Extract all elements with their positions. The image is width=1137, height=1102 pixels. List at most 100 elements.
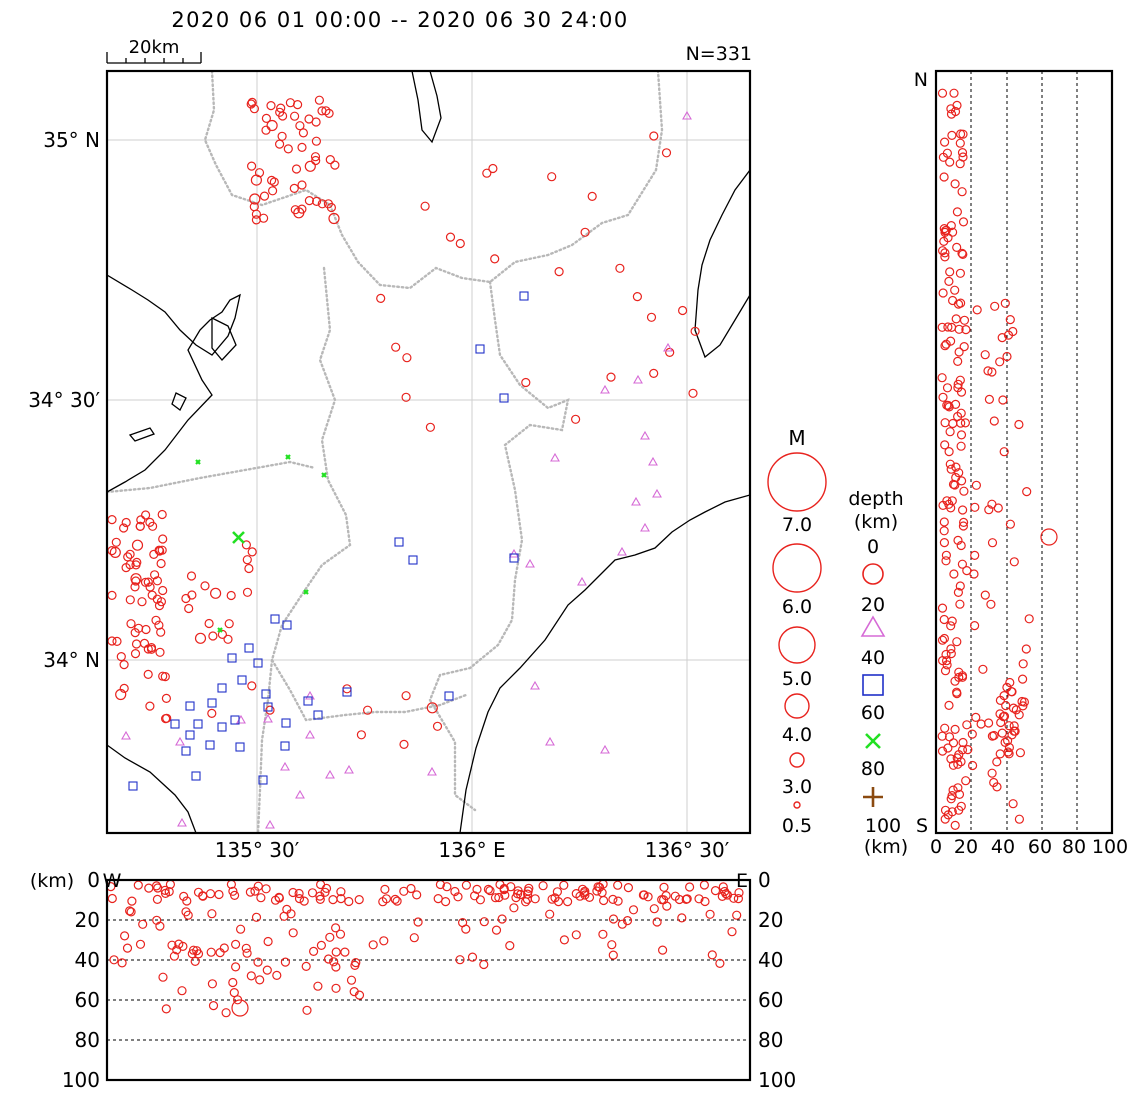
hypocenter-marker xyxy=(952,637,962,647)
hypocenter-marker xyxy=(1005,315,1015,325)
hypocenter-marker xyxy=(943,322,953,332)
epicenter-marker xyxy=(665,347,675,357)
hypocenter-marker xyxy=(545,909,555,919)
epicenter-marker xyxy=(649,368,659,378)
epicenter-marker xyxy=(244,563,254,574)
hypocenter-marker xyxy=(331,962,341,972)
ew-depth-tick-left-80: 80 xyxy=(75,1028,100,1052)
epicenter-marker xyxy=(119,659,129,670)
hypocenter-marker xyxy=(941,556,951,566)
epicenter-marker xyxy=(208,631,218,641)
hypocenter-marker xyxy=(997,728,1007,738)
hypocenter-marker xyxy=(987,768,997,778)
epicenter-marker xyxy=(136,515,146,525)
hypocenter-marker xyxy=(331,923,341,933)
hypocenter-marker xyxy=(937,731,947,741)
hypocenter-marker xyxy=(107,893,117,904)
hypocenter-marker xyxy=(246,971,256,981)
square-icon xyxy=(862,674,884,696)
epicenter-marker xyxy=(313,710,323,720)
hypocenter-marker xyxy=(188,945,199,955)
hypocenter-marker xyxy=(659,882,669,892)
epicenter-marker xyxy=(344,764,354,774)
hypocenter-marker xyxy=(953,783,963,793)
hypocenter-marker xyxy=(940,248,950,258)
hypocenter-marker xyxy=(1014,710,1024,720)
hypocenter-marker xyxy=(956,418,966,428)
epicenter-marker xyxy=(204,618,214,629)
epicenter-marker xyxy=(230,715,240,725)
hypocenter-marker xyxy=(381,894,391,904)
epicenter-marker xyxy=(282,620,292,630)
epicenter-marker xyxy=(317,199,327,209)
hypocenter-marker xyxy=(983,366,993,376)
epicenter-marker xyxy=(356,730,366,740)
hypocenter-marker xyxy=(309,946,319,957)
epicenter-marker xyxy=(632,292,643,302)
hypocenter-marker xyxy=(453,892,463,902)
epicenter-marker xyxy=(141,624,151,635)
epicenter-marker xyxy=(420,201,430,211)
hypocenter-marker xyxy=(967,729,977,739)
epicenter-marker xyxy=(207,698,217,708)
hypocenter-marker xyxy=(272,970,282,981)
hypocenter-marker xyxy=(155,921,165,931)
epicenter-marker xyxy=(145,517,155,528)
hypocenter-marker xyxy=(947,616,957,626)
hypocenter-marker xyxy=(958,521,969,531)
epicenter-marker xyxy=(232,531,245,544)
hypocenter-marker xyxy=(409,933,419,943)
epicenter-marker xyxy=(181,746,191,756)
epicenter-marker xyxy=(577,576,587,586)
epicenter-marker xyxy=(155,647,165,657)
plus-icon xyxy=(863,787,883,807)
hypocenter-marker xyxy=(998,395,1008,405)
epicenter-marker xyxy=(580,227,590,237)
hypocenter-marker xyxy=(937,246,948,256)
epicenter-marker xyxy=(217,629,227,640)
hypocenter-marker xyxy=(987,731,998,741)
ns-depth-tick-0: 0 xyxy=(930,836,942,858)
epicenter-marker xyxy=(177,817,187,827)
epicenter-marker xyxy=(152,576,162,586)
hypocenter-marker xyxy=(329,957,339,967)
depth-legend: depth (km) 0 20 40 60 80 100 xyxy=(848,488,903,837)
hypocenter-marker xyxy=(684,882,695,892)
epicenter-marker xyxy=(268,186,278,196)
hypocenter-marker xyxy=(957,559,968,569)
epicenter-marker xyxy=(161,693,171,704)
hypocenter-marker xyxy=(138,919,148,929)
hypocenter-marker xyxy=(190,956,200,967)
hypocenter-marker xyxy=(316,879,326,890)
ns-depth-unit: (km) xyxy=(864,836,908,858)
epicenter-marker xyxy=(432,721,443,731)
hypocenter-marker xyxy=(584,892,595,903)
hypocenter-marker xyxy=(955,138,965,148)
epicenter-marker xyxy=(251,209,261,219)
hypocenter-marker xyxy=(662,901,672,911)
hypocenter-marker xyxy=(1024,614,1034,624)
epicenter-marker xyxy=(617,546,627,556)
hypocenter-marker xyxy=(461,880,471,890)
epicenter-marker xyxy=(143,669,153,680)
hypocenter-marker xyxy=(946,464,956,474)
hypocenter-marker xyxy=(125,906,135,916)
hypocenter-marker xyxy=(954,468,964,478)
hypocenter-marker xyxy=(512,889,523,899)
epicenter-marker xyxy=(141,510,151,520)
hypocenter-marker xyxy=(253,881,263,891)
epicenter-marker xyxy=(154,620,164,630)
epicenter-marker xyxy=(121,517,131,528)
hypocenter-marker xyxy=(980,590,990,600)
epicenter-marker xyxy=(663,342,673,352)
hypocenter-marker xyxy=(971,712,981,723)
ew-west-label: W xyxy=(103,870,122,892)
hypocenter-marker xyxy=(955,298,966,308)
hypocenter-marker xyxy=(947,807,957,817)
hypocenter-marker xyxy=(169,951,179,961)
epicenter-marker xyxy=(324,108,334,119)
ew-depth-tick-left-40: 40 xyxy=(75,948,100,972)
epicenter-marker xyxy=(297,142,307,152)
epicenter-marker xyxy=(363,705,373,715)
epicenter-marker xyxy=(391,342,401,352)
